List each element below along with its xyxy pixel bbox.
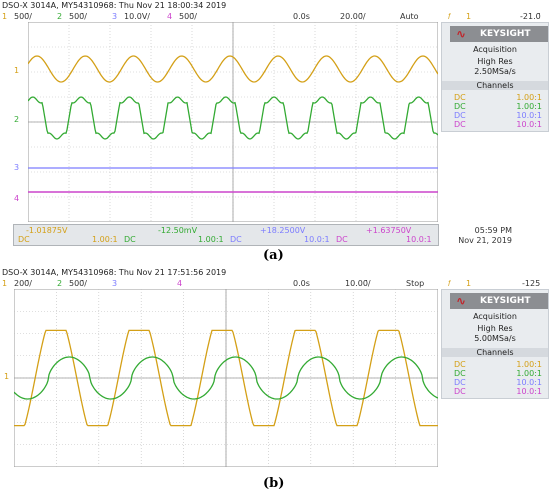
panel-a-header: DSO-X 3014A, MY54310968: Thu Nov 21 18:0… <box>2 1 227 10</box>
b-trigger-channel: 1 <box>466 279 472 288</box>
trigger-level: -21.0̄ <box>520 12 541 21</box>
b-acquisition-title: Acquisition <box>473 312 517 321</box>
ch2-scale[interactable]: 500̄/ <box>69 12 87 21</box>
panel-a-screen <box>28 22 438 222</box>
panel-b-screen <box>14 289 438 467</box>
ch2-meas-probe: 1.00:1 <box>198 235 224 244</box>
b-brand-name: KEYSIGHT <box>480 296 531 306</box>
ch4-meas-probe: 10.0:1 <box>406 235 432 244</box>
b-time-delay[interactable]: 0.0s <box>293 279 310 288</box>
ch2-meas-coupling: DC <box>124 235 136 244</box>
b-sample-rate: 5.00MSa/s <box>474 334 516 343</box>
ch3-number[interactable]: 3 <box>112 12 118 21</box>
time-scale[interactable]: 20.00̄/ <box>340 12 366 21</box>
panel-b-header: DSO-X 3014A, MY54310968: Thu Nov 21 17:5… <box>2 268 227 277</box>
clock-date: Nov 21, 2019 <box>458 236 512 245</box>
ch3-coupling-row: DC 10.0:1 <box>454 111 542 120</box>
panel-a-measurement-bar: -1.01875V DC 1.00:1 -12.50mV DC 1.00:1 +… <box>13 224 439 246</box>
b-acquisition-mode: High Res <box>477 324 513 333</box>
panel-b-sidebar: ∿ KEYSIGHT Acquisition High Res 5.00MSa/… <box>441 289 549 399</box>
b-time-scale[interactable]: 10.00̄/ <box>345 279 371 288</box>
panel-a-sidebar: ∿ KEYSIGHT Acquisition High Res 2.50MSa/… <box>441 22 549 132</box>
ch3-measurement: +18.2500V <box>260 226 306 235</box>
ch1-measurement: -1.01875V <box>26 226 68 235</box>
ch2-number[interactable]: 2 <box>57 12 63 21</box>
ch2-measurement: -12.50mV <box>158 226 198 235</box>
ch4-meas-coupling: DC <box>336 235 348 244</box>
ch1-waveform <box>28 55 438 83</box>
ch4-scale[interactable]: 500̄/ <box>179 12 197 21</box>
acquisition-mode: High Res <box>477 57 513 66</box>
ch4-measurement: +1.63750V <box>366 226 412 235</box>
ch1-scale[interactable]: 500̄/ <box>14 12 32 21</box>
trigger-channel: 1 <box>466 12 472 21</box>
b-ch2-coupling-row: DC 1.00:1 <box>454 369 542 378</box>
b-ch1-ground-marker[interactable]: 1 <box>4 372 10 381</box>
ch1-meas-probe: 1.00:1 <box>92 235 118 244</box>
b-run-mode[interactable]: Stop <box>406 279 425 288</box>
keysight-logo: ∿ KEYSIGHT <box>450 26 548 42</box>
b-keysight-wave-icon: ∿ <box>456 294 467 308</box>
keysight-wave-icon: ∿ <box>456 27 467 41</box>
trigger-icon: 𝑓 <box>448 12 451 21</box>
b-trigger-icon: 𝑓 <box>448 279 451 288</box>
ch2-waveform <box>28 96 438 140</box>
b-ch3-number[interactable]: 3 <box>112 279 118 288</box>
b-keysight-logo: ∿ KEYSIGHT <box>450 293 548 309</box>
b-channels-title: Channels <box>442 348 548 357</box>
run-mode[interactable]: Auto <box>400 12 419 21</box>
ch1-number[interactable]: 1 <box>2 12 8 21</box>
caption-b: (b) <box>263 476 285 491</box>
ch3-meas-probe: 10.0:1 <box>304 235 330 244</box>
ch1-ground-marker[interactable]: 1 <box>14 66 20 75</box>
clock-time: 05:59 PM <box>474 226 512 235</box>
panel-a-trigger[interactable]: 𝑓 1 -21.0̄ <box>448 12 548 22</box>
b-ch1-coupling-row: DC 1.00:1 <box>454 360 542 369</box>
ch1-coupling-row: DC 1.00:1 <box>454 93 542 102</box>
ch3-ground-marker[interactable]: 3 <box>14 163 20 172</box>
sample-rate: 2.50MSa/s <box>474 67 516 76</box>
panel-b-channel-bar: 1 200̄/ 2 500̄/ 3 4 0.0s 10.00̄/ Stop <box>2 279 442 289</box>
b-ch4-coupling-row: DC 10.0:1 <box>454 387 542 396</box>
b-ch1-waveform <box>14 329 438 427</box>
ch4-ground-marker[interactable]: 4 <box>14 194 20 203</box>
b-trigger-level: -125̄ <box>522 279 541 288</box>
b-ch1-number[interactable]: 1 <box>2 279 8 288</box>
acquisition-title: Acquisition <box>473 45 517 54</box>
time-delay[interactable]: 0.0s <box>293 12 310 21</box>
b-ch1-scale[interactable]: 200̄/ <box>14 279 32 288</box>
ch2-coupling-row: DC 1.00:1 <box>454 102 542 111</box>
caption-a: (a) <box>263 248 284 263</box>
b-ch3-coupling-row: DC 10.0:1 <box>454 378 542 387</box>
b-ch2-waveform <box>14 356 438 400</box>
panel-a-channel-bar: 1 500̄/ 2 500̄/ 3 10.0V/ 4 500̄/ 0.0s 20… <box>2 12 442 22</box>
b-ch4-number[interactable]: 4 <box>177 279 183 288</box>
ch2-ground-marker[interactable]: 2 <box>14 115 20 124</box>
ch4-coupling-row: DC 10.0:1 <box>454 120 542 129</box>
ch4-number[interactable]: 4 <box>167 12 173 21</box>
b-ch2-number[interactable]: 2 <box>57 279 63 288</box>
panel-b-trigger[interactable]: 𝑓 1 -125̄ <box>448 279 548 289</box>
b-ch2-scale[interactable]: 500̄/ <box>69 279 87 288</box>
ch1-meas-coupling: DC <box>18 235 30 244</box>
brand-name: KEYSIGHT <box>480 29 531 39</box>
channels-title: Channels <box>442 81 548 90</box>
ch3-scale[interactable]: 10.0V/ <box>124 12 150 21</box>
ch3-meas-coupling: DC <box>230 235 242 244</box>
